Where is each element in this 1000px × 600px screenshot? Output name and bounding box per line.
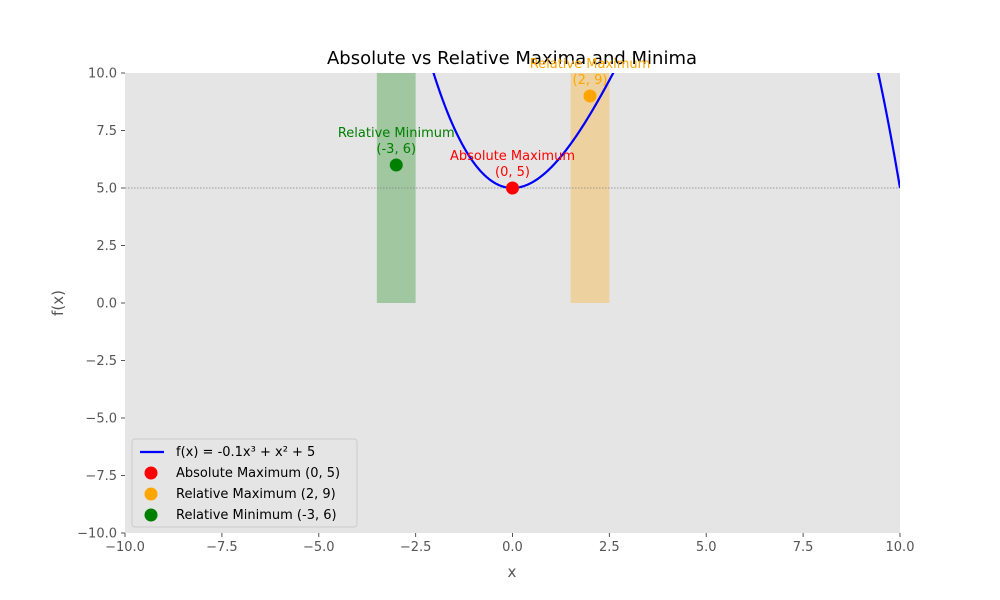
legend-marker-relative-minimum (144, 508, 158, 522)
x-tick-label: 0.0 (502, 540, 523, 555)
x-tick-label: −10.0 (105, 540, 145, 555)
x-tick-label: −7.5 (206, 540, 238, 555)
y-tick-label: 10.0 (88, 67, 117, 82)
point-annotation-coords-1: (2, 9) (573, 73, 608, 88)
legend-label-absolute-maximum: Absolute Maximum (0, 5) (176, 466, 340, 481)
legend: f(x) = -0.1x³ + x² + 5 Absolute Maximum … (131, 438, 358, 528)
point-2 (389, 158, 403, 172)
y-tick-label: −2.5 (85, 354, 117, 369)
x-axis-title: x (508, 563, 517, 581)
point-1 (583, 89, 597, 103)
y-axis-ticks: −10.0 −7.5 −5.0 −2.5 0.0 2.5 5.0 7.5 10.0 (77, 67, 125, 542)
y-tick-label: 2.5 (96, 239, 117, 254)
y-tick-label: 5.0 (96, 182, 117, 197)
point-annotation-title-2: Relative Minimum (338, 126, 455, 141)
chart-title: Absolute vs Relative Maxima and Minima (327, 48, 697, 69)
legend-label-function: f(x) = -0.1x³ + x² + 5 (176, 445, 315, 460)
x-axis-ticks: −10.0 −7.5 −5.0 −2.5 0.0 2.5 5.0 7.5 10.0 (105, 533, 914, 555)
y-axis-title: f(x) (49, 290, 67, 316)
x-tick-label: 5.0 (696, 540, 717, 555)
point-annotation-title-1: Relative Maximum (530, 57, 651, 72)
legend-label-relative-maximum: Relative Maximum (2, 9) (176, 487, 336, 502)
point-annotations: Absolute Maximum(0, 5) Relative Maximum(2… (338, 57, 650, 180)
y-tick-label: −10.0 (77, 527, 117, 542)
y-tick-label: −7.5 (85, 469, 117, 484)
x-tick-label: 10.0 (886, 540, 915, 555)
data-points (389, 89, 597, 195)
legend-label-relative-minimum: Relative Minimum (-3, 6) (176, 508, 337, 523)
y-tick-label: 0.0 (96, 297, 117, 312)
x-tick-label: 7.5 (793, 540, 814, 555)
point-annotation-title-0: Absolute Maximum (450, 149, 575, 164)
y-tick-label: 7.5 (96, 124, 117, 139)
x-tick-label: −5.0 (303, 540, 335, 555)
x-tick-label: −2.5 (400, 540, 432, 555)
legend-marker-absolute-maximum (144, 466, 158, 480)
legend-marker-relative-maximum (144, 487, 158, 501)
y-tick-label: −5.0 (85, 412, 117, 427)
point-0 (506, 181, 519, 195)
legend-box (131, 438, 358, 528)
x-tick-label: 2.5 (599, 540, 620, 555)
point-annotation-coords-0: (0, 5) (495, 165, 530, 180)
point-annotation-coords-2: (-3, 6) (376, 142, 416, 157)
